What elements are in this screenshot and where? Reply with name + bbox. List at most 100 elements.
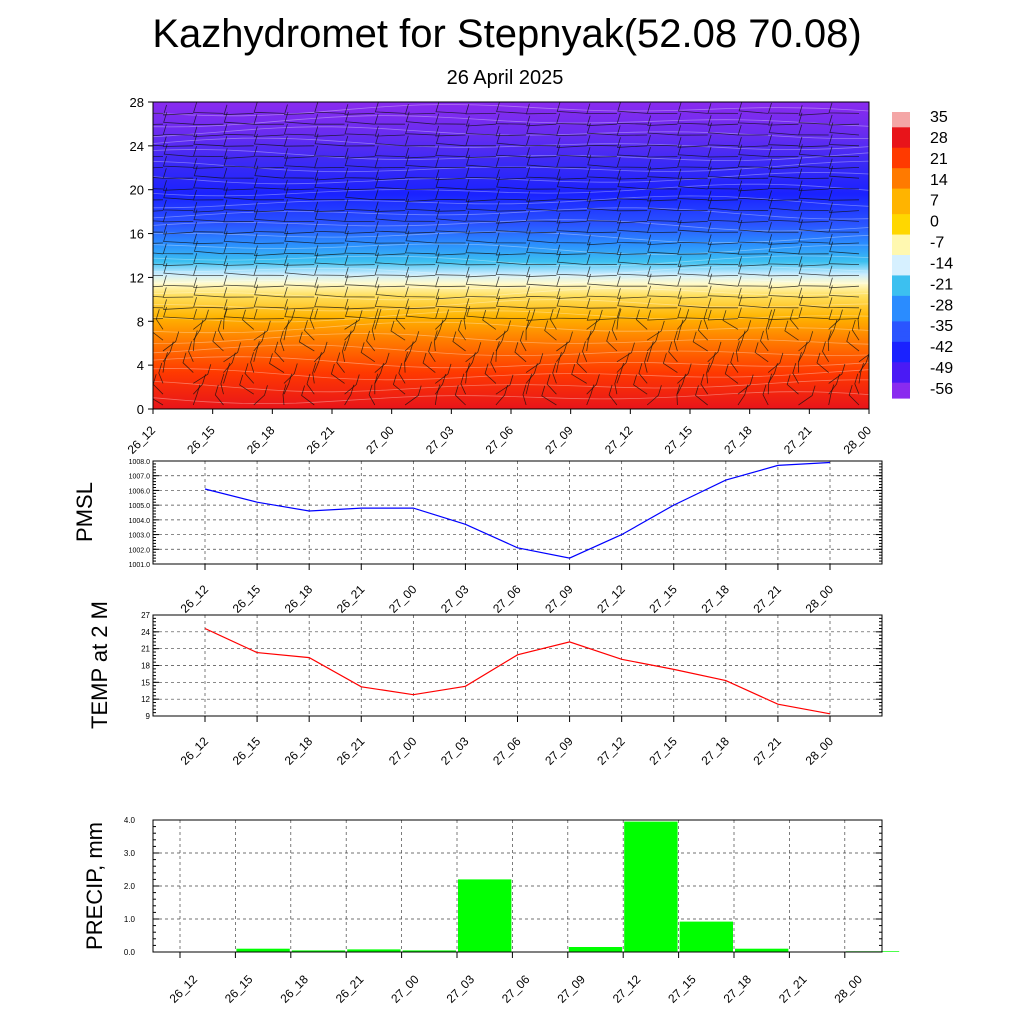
wind-barb: [404, 223, 436, 234]
wind-barb: [828, 202, 860, 213]
wind-barb: [526, 154, 557, 168]
wind-barb: [314, 264, 345, 276]
wind-barb: [435, 308, 466, 319]
wind-barb: [798, 351, 802, 373]
wind-barb: [617, 220, 648, 233]
wind-barb: [368, 384, 376, 406]
wind-barb: [496, 133, 527, 147]
wind-barb: [526, 242, 557, 255]
wind-barb: [314, 145, 345, 157]
contour-line: [153, 321, 869, 334]
heatmap-x-tick-label: 27_00: [363, 423, 397, 457]
x-tick-label: 27_21: [751, 582, 785, 616]
wind-barb: [616, 276, 648, 287]
heatmap-y-tick-label: 28: [130, 95, 144, 110]
wind-barb: [433, 330, 438, 352]
wind-barb: [828, 134, 860, 147]
wind-barb: [614, 373, 619, 395]
colorbar-swatch: [892, 209, 910, 215]
wind-barb: [344, 242, 375, 255]
wind-barb: [692, 331, 708, 352]
wind-barb: [616, 125, 648, 136]
wind-barb: [374, 102, 406, 114]
wind-barb: [496, 213, 527, 224]
wind-barb: [617, 295, 648, 309]
wind-barb: [163, 112, 194, 125]
wind-barb: [465, 266, 496, 278]
wind-barb: [646, 146, 678, 158]
wind-barb: [525, 286, 557, 298]
wind-barb: [428, 341, 436, 363]
wind-barb: [193, 209, 224, 222]
wind-barb: [344, 254, 375, 266]
precip-bar: [735, 948, 789, 952]
wind-barb: [816, 352, 829, 373]
wind-barb: [707, 190, 739, 202]
wind-barb: [737, 275, 769, 287]
wind-barb: [616, 137, 648, 148]
wind-barb: [556, 276, 587, 287]
colorbar-swatch: [892, 260, 910, 266]
wind-barb: [828, 277, 860, 289]
panel-frame: [152, 819, 883, 953]
heatmap-fill: [153, 102, 869, 409]
wind-barb: [188, 341, 194, 362]
colorbar-swatch: [892, 382, 910, 389]
precip-panel: PRECIP, mm 0.0 1.0 2.0 3.0 4.0 26_12 26_15 26_1…: [82, 816, 900, 1006]
wind-barb: [828, 373, 840, 395]
wind-barb: [374, 296, 406, 309]
wind-barb: [677, 256, 708, 267]
colorbar-label: 7: [930, 193, 939, 210]
wind-barb: [374, 201, 406, 212]
wind-barb: [284, 148, 315, 159]
heatmap-x-tick-label: 27_03: [423, 423, 457, 457]
wind-barb: [374, 233, 406, 244]
wind-barb: [737, 384, 749, 406]
y-tick-label: 1006.0: [129, 488, 151, 495]
wind-barb: [525, 298, 557, 309]
x-tick-label: 26_18: [277, 972, 311, 1006]
wind-barb: [616, 168, 648, 180]
wind-barb: [708, 198, 739, 211]
wind-barb: [223, 308, 228, 330]
wind-barb: [495, 384, 508, 406]
wind-barb: [163, 187, 194, 201]
wind-barb: [314, 233, 345, 244]
wind-barb: [435, 264, 466, 276]
wind-barb: [283, 255, 315, 266]
contour-line: [153, 344, 869, 357]
wind-barb: [707, 341, 722, 363]
wind-barb: [312, 362, 317, 384]
wind-barb: [314, 157, 345, 169]
y-tick-label: 9: [146, 712, 151, 721]
wind-barb: [525, 222, 557, 234]
wind-barb: [404, 286, 436, 298]
wind-barb: [798, 275, 829, 287]
colorbar-swatch: [892, 362, 910, 368]
wind-barb: [223, 231, 254, 244]
wind-barb: [586, 178, 617, 190]
wind-barb: [760, 330, 769, 352]
wind-barb: [586, 166, 617, 179]
wind-barb: [526, 115, 557, 127]
wind-barb: [798, 144, 829, 157]
wind-barb: [798, 188, 829, 201]
wind-barb: [677, 295, 708, 309]
wind-barb: [495, 341, 500, 362]
wind-barb: [525, 147, 557, 158]
wind-barb: [375, 208, 406, 222]
contour-line: [153, 149, 869, 162]
wind-barb: [646, 210, 678, 222]
wind-barb: [457, 319, 466, 341]
wind-barb: [556, 264, 587, 276]
wind-barb: [798, 180, 829, 192]
wind-barb: [768, 114, 799, 126]
wind-barb: [767, 178, 799, 190]
x-tick-label: 26_21: [333, 972, 367, 1006]
wind-barb: [767, 265, 799, 277]
wind-barb: [366, 330, 376, 352]
wind-barb: [465, 115, 496, 127]
wind-barb: [556, 200, 587, 212]
wind-barb: [737, 320, 752, 341]
wind-barb: [730, 352, 739, 373]
